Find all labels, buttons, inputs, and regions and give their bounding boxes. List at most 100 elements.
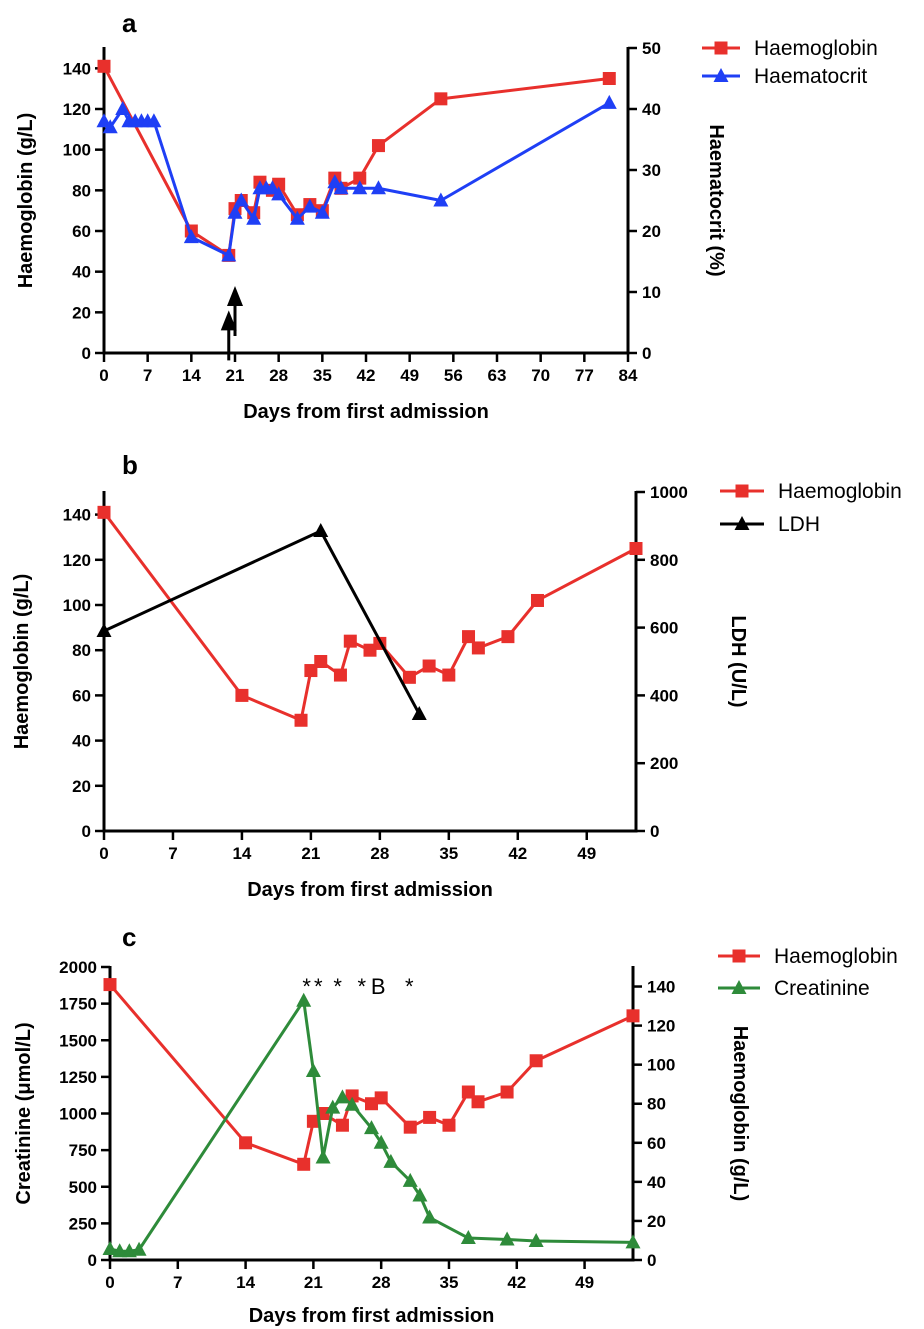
data-point bbox=[412, 706, 427, 720]
left-y-tick-label: 1500 bbox=[59, 1031, 97, 1050]
x-tick-label: 14 bbox=[236, 1273, 255, 1292]
data-point bbox=[501, 630, 514, 643]
right-y-tick-label: 30 bbox=[642, 161, 661, 180]
series-line bbox=[110, 985, 633, 1165]
data-point bbox=[316, 1149, 331, 1163]
right-y-tick-label: 20 bbox=[642, 222, 661, 241]
data-point bbox=[501, 1086, 514, 1099]
series-line bbox=[104, 531, 419, 714]
data-point bbox=[98, 60, 111, 73]
x-tick-label: 7 bbox=[143, 366, 152, 385]
data-point bbox=[115, 101, 130, 115]
x-tick-label: 14 bbox=[182, 366, 201, 385]
data-point bbox=[434, 92, 447, 105]
right-y-tick-label: 120 bbox=[647, 1017, 675, 1036]
legend-marker bbox=[715, 42, 728, 55]
chart-panel-a: a0 7 14 21 28 35 42 49 56 63 70 77 84020406080100120… bbox=[15, 8, 878, 423]
left-y-tick-label: 20 bbox=[72, 777, 91, 796]
x-tick-label: 35 bbox=[313, 366, 332, 385]
x-tick-label: 0 bbox=[99, 844, 108, 863]
x-tick-label: 14 bbox=[232, 844, 251, 863]
x-tick-label: 28 bbox=[372, 1273, 391, 1292]
panel-label: a bbox=[122, 8, 137, 38]
x-tick-label: 0 bbox=[99, 366, 108, 385]
data-point bbox=[344, 635, 357, 648]
right-y-tick-label: 400 bbox=[650, 686, 678, 705]
left-y-tick-label: 140 bbox=[63, 59, 91, 78]
x-axis-title: Days from first admission bbox=[247, 879, 493, 901]
right-y-axis-title: Haemoglobin (g/L) bbox=[729, 1026, 751, 1202]
series-ldh bbox=[97, 523, 427, 720]
right-y-tick-label: 20 bbox=[647, 1212, 666, 1231]
left-y-tick-label: 60 bbox=[72, 222, 91, 241]
x-tick-label: 42 bbox=[507, 1273, 526, 1292]
data-point bbox=[530, 1054, 543, 1067]
x-tick-label: 70 bbox=[531, 366, 550, 385]
annotation-mark: * bbox=[302, 974, 311, 999]
data-point bbox=[472, 1095, 485, 1108]
left-y-tick-label: 1000 bbox=[59, 1105, 97, 1124]
left-y-tick-label: 80 bbox=[72, 181, 91, 200]
data-point bbox=[404, 1121, 417, 1134]
x-tick-label: 21 bbox=[304, 1273, 323, 1292]
x-tick-label: 49 bbox=[400, 366, 419, 385]
left-y-tick-label: 120 bbox=[63, 100, 91, 119]
series-creatinine bbox=[103, 993, 641, 1258]
left-y-tick-label: 60 bbox=[72, 686, 91, 705]
data-point bbox=[104, 978, 117, 991]
chart-panel-c: c0 7 14 21 28 35 42 490250500750100012501500175… bbox=[13, 922, 898, 1327]
x-tick-label: 63 bbox=[488, 366, 507, 385]
legend-label: Haemoglobin bbox=[778, 480, 902, 503]
right-y-tick-label: 200 bbox=[650, 754, 678, 773]
right-y-tick-label: 10 bbox=[642, 283, 661, 302]
x-tick-label: 28 bbox=[370, 844, 389, 863]
annotation-mark: B bbox=[371, 974, 386, 999]
right-y-axis-title: LDH (U/L) bbox=[727, 615, 749, 707]
right-y-tick-label: 40 bbox=[647, 1173, 666, 1192]
left-y-tick-label: 0 bbox=[82, 344, 91, 363]
chart-panel-b: b0 7 14 21 28 35 42 490204060801001201400200400… bbox=[11, 450, 902, 901]
data-point bbox=[630, 542, 643, 555]
right-y-axis-title: Haematocrit (%) bbox=[705, 124, 727, 276]
legend-marker bbox=[736, 485, 749, 498]
legend-label: Creatinine bbox=[774, 977, 870, 1000]
data-point bbox=[235, 689, 248, 702]
legend-label: Haemoglobin bbox=[774, 945, 898, 968]
data-point bbox=[334, 669, 347, 682]
legend-marker bbox=[733, 950, 746, 963]
left-y-tick-label: 750 bbox=[69, 1141, 97, 1160]
data-point bbox=[372, 139, 385, 152]
data-point bbox=[442, 1119, 455, 1132]
left-y-tick-label: 0 bbox=[88, 1251, 97, 1270]
left-y-tick-label: 40 bbox=[72, 732, 91, 751]
right-y-tick-label: 50 bbox=[642, 39, 661, 58]
data-point bbox=[239, 1136, 252, 1149]
x-tick-label: 7 bbox=[168, 844, 177, 863]
data-point bbox=[442, 669, 455, 682]
left-y-tick-label: 40 bbox=[72, 263, 91, 282]
left-y-tick-label: 100 bbox=[63, 141, 91, 160]
x-axis-title: Days from first admission bbox=[249, 1305, 495, 1327]
left-y-tick-label: 0 bbox=[82, 822, 91, 841]
data-point bbox=[472, 641, 485, 654]
x-axis-title: Days from first admission bbox=[243, 401, 489, 423]
data-point bbox=[403, 671, 416, 684]
left-y-axis-title: Haemoglobin (g/L) bbox=[15, 113, 37, 289]
left-y-tick-label: 140 bbox=[63, 506, 91, 525]
right-y-tick-label: 800 bbox=[650, 551, 678, 570]
data-point bbox=[423, 1111, 436, 1124]
data-point bbox=[423, 660, 436, 673]
x-tick-label: 35 bbox=[439, 844, 458, 863]
data-point bbox=[602, 95, 617, 109]
x-tick-label: 35 bbox=[440, 1273, 459, 1292]
annotation-mark: * bbox=[358, 974, 367, 999]
x-tick-label: 84 bbox=[619, 366, 638, 385]
right-y-tick-label: 0 bbox=[650, 822, 659, 841]
series-line bbox=[104, 512, 636, 720]
data-point bbox=[295, 714, 308, 727]
x-tick-label: 21 bbox=[301, 844, 320, 863]
x-tick-label: 21 bbox=[226, 366, 245, 385]
x-tick-label: 42 bbox=[357, 366, 376, 385]
right-y-tick-label: 80 bbox=[647, 1095, 666, 1114]
